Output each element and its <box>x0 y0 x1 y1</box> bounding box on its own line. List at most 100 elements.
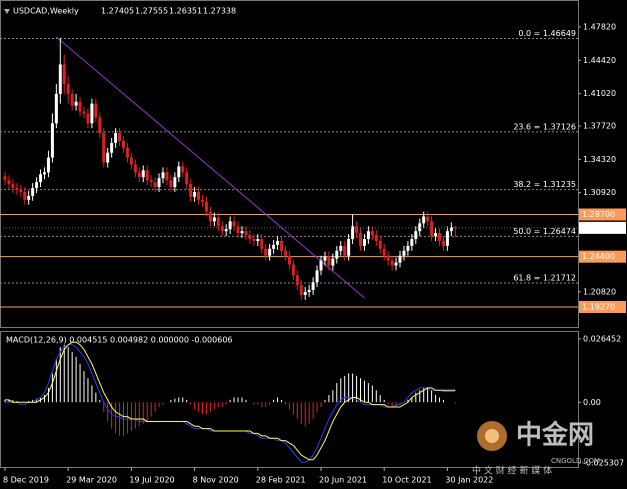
candle-body <box>157 178 161 188</box>
candle-body <box>133 164 137 173</box>
candle-body <box>347 239 351 256</box>
candle-body <box>410 239 414 246</box>
x-tick-label: 19 Jul 2020 <box>129 476 174 485</box>
candle-body <box>422 216 426 224</box>
candle-body <box>3 176 7 181</box>
candle-body <box>303 291 307 295</box>
candle-body <box>406 245 410 251</box>
x-tick-label: 30 Jan 2022 <box>445 476 493 485</box>
collapse-icon <box>4 9 10 14</box>
candle-body <box>445 231 449 246</box>
candle-body <box>236 226 240 234</box>
candle-body <box>62 64 66 85</box>
candle-body <box>149 180 153 183</box>
y-tick-label: 0.026452 <box>583 334 621 343</box>
candle-body <box>291 264 295 276</box>
candle-body <box>244 231 248 236</box>
fib-label: 38.2 = 1.31235 <box>513 180 576 189</box>
candle-body <box>70 93 74 106</box>
candle-body <box>165 172 169 181</box>
candle-body <box>228 221 232 230</box>
candle-body <box>327 256 331 266</box>
candle-body <box>197 191 201 200</box>
candle-body <box>11 184 15 189</box>
candle-body <box>418 223 422 232</box>
y-tick-label: 1.20820 <box>583 287 616 296</box>
candle-body <box>98 117 102 134</box>
watermark: 中金网 CNGOLD.COM 中 文 财 经 新 媒 体 <box>472 420 600 477</box>
candle-body <box>94 103 98 118</box>
level-box <box>579 208 626 221</box>
candle-body <box>232 221 236 227</box>
candle-body <box>299 285 303 295</box>
candle-body <box>193 191 197 197</box>
y-tick-label: 0.00 <box>583 398 601 407</box>
candle-body <box>280 240 283 251</box>
candle-body <box>78 101 82 112</box>
low-value: 1.26351 <box>169 7 202 16</box>
y-tick-label: 1.47820 <box>583 22 616 31</box>
level-box <box>579 300 626 313</box>
price-box <box>579 221 626 234</box>
candle-body <box>102 133 106 163</box>
candle-body <box>335 250 339 259</box>
candle-body <box>390 260 394 266</box>
macd-line <box>5 341 456 461</box>
candle-body <box>125 147 129 158</box>
candle-body <box>260 239 264 249</box>
candle-body <box>220 226 224 232</box>
candle-body <box>374 235 378 241</box>
candle-body <box>106 152 110 163</box>
candle-body <box>311 282 315 291</box>
candle-body <box>122 140 125 148</box>
candle-body <box>426 216 430 222</box>
candle-body <box>449 227 453 232</box>
x-tick-label: 28 Feb 2021 <box>256 476 306 485</box>
x-tick-label: 29 Mar 2020 <box>66 476 117 485</box>
candle-body <box>441 240 445 246</box>
watermark-slogan: 中 文 财 经 新 媒 体 <box>472 465 552 477</box>
candle-body <box>161 172 165 179</box>
level-label: 1.19270 <box>582 302 615 311</box>
y-tick-label: 1.37720 <box>583 122 616 131</box>
candle-body <box>23 191 27 200</box>
candle-body <box>145 170 149 181</box>
candle-body <box>359 233 362 246</box>
candle-body <box>398 255 402 263</box>
y-tick-label: 1.44420 <box>583 56 616 65</box>
candle-body <box>118 133 122 141</box>
candle-body <box>307 290 311 292</box>
fib-label: 61.8 = 1.21712 <box>513 274 576 283</box>
level-box <box>579 250 626 263</box>
level-label: 1.28700 <box>582 210 615 219</box>
candle-body <box>58 64 62 94</box>
candle-body <box>343 245 347 256</box>
y-tick-label: -0.025307 <box>583 458 624 467</box>
macd-pane <box>0 331 579 468</box>
candle-body <box>141 170 145 178</box>
watermark-brand: 中金网 <box>516 420 594 451</box>
candle-body <box>256 239 260 241</box>
candle-body <box>66 84 70 94</box>
fib-label: 0.0 = 1.46649 <box>518 29 576 38</box>
candle-body <box>370 231 374 236</box>
candle-body <box>252 239 256 241</box>
candle-body <box>331 258 335 266</box>
candle-body <box>287 255 291 265</box>
high-value: 1.27555 <box>135 7 168 16</box>
candle-body <box>46 157 50 173</box>
candle-body <box>414 231 418 240</box>
candle-body <box>339 245 343 251</box>
y-tick-label: 1.41020 <box>583 89 616 98</box>
x-tick-label: 8 Dec 2019 <box>3 476 49 485</box>
price-pane <box>0 0 579 328</box>
candle-body <box>54 93 58 124</box>
candle-body <box>264 248 268 256</box>
candle-body <box>438 233 441 241</box>
candle-body <box>189 184 193 197</box>
candle-body <box>114 133 118 143</box>
candle-body <box>402 250 406 256</box>
candle-body <box>394 262 398 266</box>
candle-body <box>86 113 90 124</box>
logo-core <box>485 429 499 443</box>
